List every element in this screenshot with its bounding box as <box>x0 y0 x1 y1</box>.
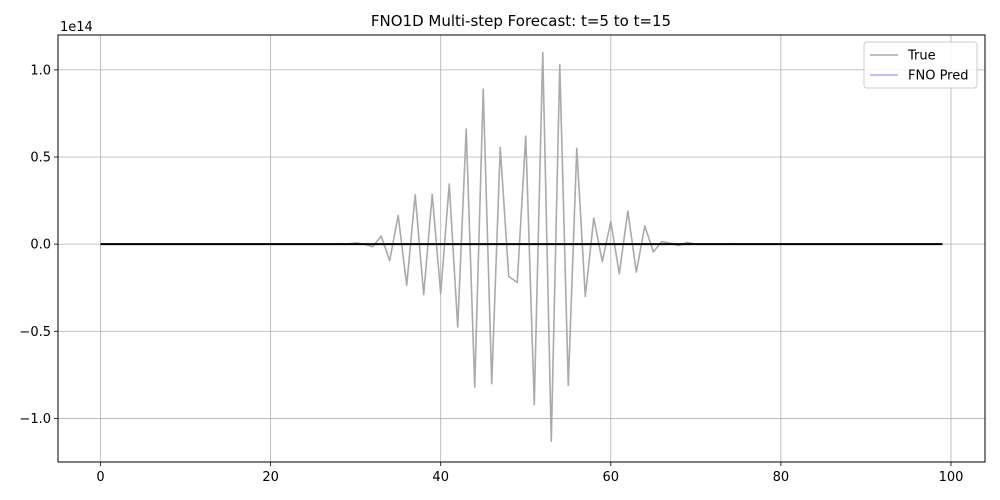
plot-area <box>100 51 943 442</box>
y-tick-label: 1.0 <box>30 63 51 78</box>
axes-frame <box>57 34 986 463</box>
legend: True FNO Pred <box>863 41 978 89</box>
y-tick-label: −0.5 <box>19 325 51 340</box>
x-tick-label: 100 <box>939 470 964 485</box>
grid-lines <box>58 35 985 462</box>
y-axis-offset-label: 1e14 <box>60 20 93 35</box>
y-tick-label: −1.0 <box>19 412 51 427</box>
axis-ticks: 0 20 40 60 80 100 −1.0 −0.5 0.0 0.5 1.0 <box>19 63 963 485</box>
series-line-true <box>100 51 943 442</box>
legend-box <box>863 41 978 89</box>
y-tick-label: 0.5 <box>30 151 51 166</box>
x-tick-label: 20 <box>262 470 279 485</box>
legend-entry: True <box>907 49 936 64</box>
y-tick-label: 0.0 <box>30 238 51 253</box>
chart-title: FNO1D Multi-step Forecast: t=5 to t=15 <box>371 12 671 30</box>
legend-entry: FNO Pred <box>908 69 969 84</box>
x-tick-label: 80 <box>773 470 790 485</box>
x-tick-label: 60 <box>603 470 620 485</box>
x-tick-label: 0 <box>96 470 104 485</box>
x-tick-label: 40 <box>432 470 449 485</box>
